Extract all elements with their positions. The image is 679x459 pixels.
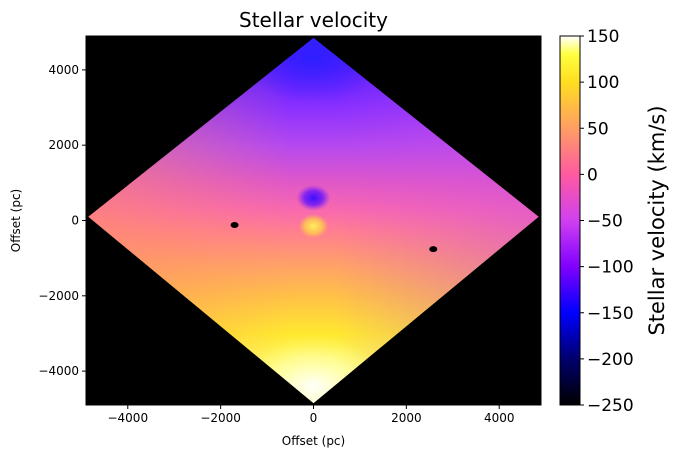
redshift-bottom-region	[238, 336, 389, 404]
colorbar	[559, 35, 581, 406]
x-axis-label: Offset (pc)	[282, 434, 345, 448]
x-tick-label: −4000	[107, 411, 148, 425]
central-redshift-lobe	[298, 214, 329, 239]
chart-title: Stellar velocity	[239, 8, 388, 32]
central-blueshift-lobe	[296, 184, 331, 211]
colorbar-tick-label: −150	[587, 304, 634, 324]
y-tick-label: −2000	[38, 289, 79, 303]
colorbar-ticks: 150 100 50 0 −50 −100 −150 −200 −250	[580, 27, 634, 416]
colorbar-tick-label: 150	[587, 27, 619, 47]
colorbar-tick-label: −250	[587, 396, 634, 416]
blueshift-top-region	[243, 37, 384, 104]
masked-spot	[429, 246, 438, 253]
x-tick-label: −2000	[200, 411, 241, 425]
y-tick-label: 2000	[48, 138, 79, 152]
colorbar-tick-label: 0	[587, 165, 598, 185]
colorbar-tick-label: 100	[587, 73, 619, 93]
colorbar-tick-label: −200	[587, 350, 634, 370]
colorbar-tick-label: 50	[587, 119, 609, 139]
y-tick-label: 0	[71, 214, 79, 228]
colorbar-tick-label: −50	[587, 212, 623, 232]
y-axis-ticks: −4000 −2000 0 2000 4000	[38, 63, 86, 378]
x-axis-ticks: −4000 −2000 0 2000 4000	[107, 405, 514, 425]
x-tick-label: 2000	[391, 411, 422, 425]
x-tick-label: 4000	[484, 411, 515, 425]
y-axis-label: Offset (pc)	[9, 189, 23, 252]
colorbar-tick-label: −100	[587, 258, 634, 278]
y-tick-label: 4000	[48, 63, 79, 77]
masked-spot	[230, 222, 239, 229]
x-tick-label: 0	[310, 411, 318, 425]
y-tick-label: −4000	[38, 364, 79, 378]
colorbar-label: Stellar velocity (km/s)	[645, 105, 669, 335]
